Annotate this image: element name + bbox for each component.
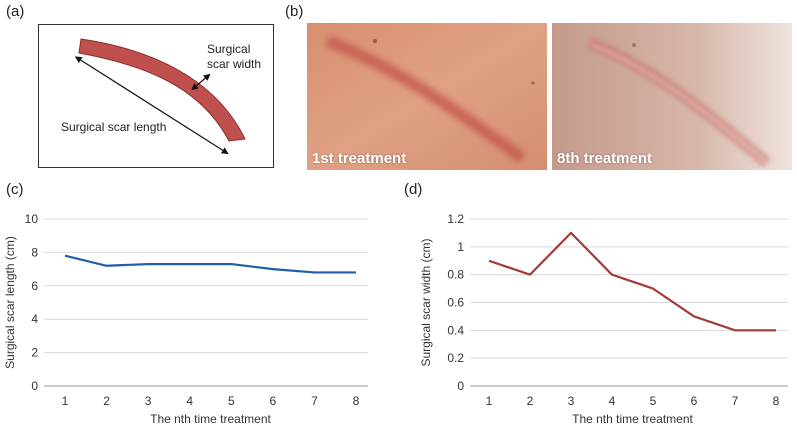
width-y-tick-label: 0.2 — [447, 351, 464, 365]
length-x-tick-label: 8 — [353, 394, 360, 408]
panel-label-c: (c) — [6, 181, 24, 198]
width-y-tick-label: 1.2 — [447, 212, 464, 226]
length-y-tick-label: 10 — [25, 212, 39, 226]
width-x-tick-label: 4 — [609, 394, 616, 408]
width-series-line — [488, 231, 776, 332]
width-x-axis-title: The nth time treatment — [572, 412, 693, 426]
scar-diagram-drawing — [74, 38, 246, 155]
photo-first-image — [307, 23, 547, 170]
length-x-tick-label: 7 — [311, 394, 318, 408]
panel-label-a: (a) — [6, 3, 25, 20]
length-y-axis-title: Surgical scar length (cm) — [3, 236, 17, 369]
photo-eighth-caption: 8th treatment — [557, 150, 653, 167]
width-x-tick-label: 5 — [650, 394, 657, 408]
width-x-tick-label: 1 — [486, 394, 493, 408]
length-y-tick-label: 0 — [31, 379, 38, 393]
width-y-tick-label: 1 — [457, 240, 464, 254]
length-x-tick-label: 6 — [270, 394, 277, 408]
length-y-tick-label: 2 — [31, 346, 38, 360]
scar-length-label: Surgical scar length — [61, 120, 167, 134]
scar-diagram: Surgical scar width Surgical scar length — [38, 24, 274, 168]
width-x-tick-label: 3 — [568, 394, 575, 408]
width-y-tick-label: 0.6 — [447, 296, 464, 310]
photo-first-treatment: 1st treatment — [307, 23, 547, 170]
length-y-tick-label: 6 — [31, 279, 38, 293]
scar-width-label-line1: Surgical — [207, 42, 251, 56]
scar-width-chart-svg: 0 0.2 0.4 0.6 0.8 1 1.2 1 2 3 4 5 6 7 8 The nth time tr… — [419, 212, 788, 426]
photo-first-caption: 1st treatment — [312, 150, 407, 167]
width-y-tick-label: 0.4 — [447, 323, 464, 337]
width-y-axis-title: Surgical scar width (cm) — [419, 238, 433, 366]
scar-width-label: Surgical scar width — [207, 42, 261, 72]
width-x-tick-label: 8 — [773, 394, 780, 408]
panel-label-b: (b) — [285, 3, 304, 20]
scar-width-arrow — [191, 73, 211, 91]
length-x-tick-label: 3 — [145, 394, 152, 408]
width-y-tick-label: 0.8 — [447, 268, 464, 282]
scar-width-label-line2: scar width — [207, 57, 262, 71]
scar-width-chart: 0 0.2 0.4 0.6 0.8 1 1.2 1 2 3 4 5 6 7 8 The nth time tr… — [400, 200, 797, 429]
length-y-tick-label: 4 — [31, 312, 38, 326]
scar-length-chart: 0 2 4 6 8 10 1 2 3 4 5 6 7 8 The nth time treatment Sur… — [0, 200, 400, 429]
scar-length-arrow — [74, 56, 229, 155]
length-y-tick-label: 8 — [31, 245, 38, 259]
length-x-axis-title: The nth time treatment — [150, 412, 271, 426]
width-y-tick-label: 0 — [457, 379, 464, 393]
length-series-line — [64, 254, 356, 274]
length-x-tick-label: 2 — [103, 394, 110, 408]
photo-eighth-treatment: 8th treatment — [552, 23, 792, 170]
length-x-tick-label: 1 — [62, 394, 69, 408]
photo-eighth-image — [552, 23, 792, 170]
length-x-tick-label: 4 — [186, 394, 193, 408]
panel-label-d: (d) — [404, 181, 423, 198]
length-x-tick-label: 5 — [228, 394, 235, 408]
width-x-tick-label: 7 — [732, 394, 739, 408]
width-x-tick-label: 2 — [527, 394, 534, 408]
width-x-tick-label: 6 — [691, 394, 698, 408]
